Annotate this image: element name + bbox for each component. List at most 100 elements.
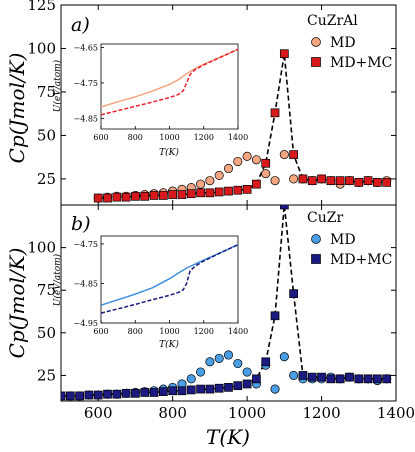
panel-a-inset-xtick-label: 1000 (159, 133, 179, 142)
panel-a-inset-ylabel: U(eV/atom) (52, 59, 63, 112)
panel-b-inset-xtick-label: 1200 (194, 327, 214, 336)
panel-a-plot-area (93, 49, 392, 203)
panel-a-mdmc-point (270, 108, 280, 118)
panel-b-mdmc-point (121, 388, 131, 398)
panel-b-mdmc-point (382, 374, 392, 384)
panel-b-mdmc-point (270, 311, 280, 321)
panel-a-inset-frame (100, 43, 239, 130)
panel-b-md-point (186, 374, 196, 384)
panel-a-mdmc-point (317, 174, 326, 184)
panel-b-mdmc-point (140, 388, 150, 397)
panel-a-md-point (205, 176, 215, 186)
panel-b-inset-xtick-label: 600 (93, 327, 108, 336)
panel-b-mdmc-point (335, 374, 345, 384)
panel-b-xtick-label: 600 (84, 404, 113, 422)
panel-b-mdmc-point (205, 384, 215, 394)
panel-a-mdmc-point (168, 190, 178, 199)
panel-a-mdmc-point (363, 176, 373, 186)
panel-a-inset-xlabel: T(K) (159, 147, 179, 158)
panel-a-legend-mdmc-marker (311, 57, 321, 67)
panel-a-label: a) (71, 14, 90, 36)
panel-b-md-point (279, 352, 289, 362)
panel-a-inset-xtick-label: 1400 (228, 133, 248, 142)
panel-b-xtick-label: 1400 (377, 404, 415, 422)
panel-a-mdmc-point (326, 176, 336, 186)
panel-a-data (93, 49, 392, 203)
panel-b-mdmc-point (373, 374, 382, 384)
panel-a-legend-md-label: MD (330, 35, 356, 51)
panel-b-mdmc-point (289, 289, 298, 298)
panel-b-mdmc-point (61, 391, 66, 401)
panel-b-mdmc-point (149, 388, 159, 397)
panel-b-md-point (214, 353, 224, 363)
panel-a-mdmc-point (261, 158, 271, 168)
panel-b-inset-xtick-label: 1000 (159, 327, 179, 336)
panel-b-plot-area (61, 205, 392, 401)
panel-b-legend: CuZr MD MD+MC (307, 210, 392, 268)
panel-a-mdmc-point (242, 184, 252, 194)
panel-a-mdmc-point (149, 191, 159, 200)
panel-a-mdmc-point (121, 192, 131, 202)
panel-a-md-point (261, 169, 271, 179)
panel-a-mdmc-point (289, 150, 298, 159)
panel-b-xtick-label: 1200 (302, 404, 340, 422)
panel-a-inset: 600 800 1000 1200 1400 −4.65 −4.75 −4.85 T(K) U… (52, 44, 248, 158)
panel-b-inset-xtick-label: 1400 (228, 327, 248, 336)
panel-a-inset-ticks: 600 800 1000 1200 1400 −4.65 −4.75 −4.85 (73, 44, 248, 142)
panel-a-mdmc-point (382, 178, 392, 187)
panel-b-mdmc-point (214, 383, 224, 393)
panel-a-mdmc-point (131, 191, 140, 201)
panel-a-md-point (233, 156, 243, 167)
panel-a-ytick-label: 100 (27, 39, 56, 57)
panel-b-mdmc-point (233, 381, 243, 391)
panel-b-ytick-label: 100 (27, 239, 56, 257)
panel-a-md-point (289, 174, 299, 184)
panel-b-mdmc-point (326, 374, 336, 384)
panel-b-frame (60, 204, 397, 402)
panel-a-mdmc-point (93, 193, 103, 203)
panel-a-legend-md-marker (311, 37, 321, 47)
panel-b-mdmc-point (242, 379, 252, 389)
panel-a-ytick-label: 50 (37, 126, 56, 144)
panel-b-md-point (270, 384, 280, 394)
panel-b-ytick-label: 25 (37, 366, 56, 384)
panel-b-md-point (289, 370, 299, 380)
panel-b-md-point (223, 350, 234, 360)
panel-a-mdmc-point (214, 187, 224, 197)
panel-b-xtick-label: 1000 (228, 404, 266, 422)
panel-a-inset-xtick-label: 800 (128, 133, 143, 142)
panel-b-mdmc-point (354, 374, 364, 384)
panel-b-inset-data (100, 244, 239, 314)
panel-b-legend-title: CuZr (307, 210, 343, 226)
panel-a-md-point (223, 163, 234, 174)
panel-b-legend-mdmc-marker (311, 254, 321, 264)
panel-b-mdmc-point (112, 389, 122, 399)
panel-b-mdmc-point (186, 385, 196, 395)
panel-a-mdmc-point (335, 176, 345, 186)
panel-b-md-point (205, 357, 215, 367)
panel-b-mdmc-point (345, 372, 354, 382)
panel-b-mdmc-point (103, 389, 112, 399)
panel-a-axis-ticks: 25 50 75 100 125 (27, 0, 397, 205)
panel-a-mdmc-point (373, 178, 382, 187)
panel-a-ytick-label: 75 (37, 83, 56, 101)
panel-a-mdmc-point (224, 186, 233, 196)
panel-a-mdmc-point (345, 176, 354, 186)
panel-a-inset-ytick-label: −4.75 (73, 79, 98, 88)
panel-b-mdmc-point (252, 374, 261, 384)
panel-a-mdmc-point (103, 193, 112, 203)
panel-b-cuzr: 25 50 75 100 600 800 1000 1200 1400 b) CuZr MD M… (27, 204, 415, 422)
panel-a-mdmc-point (354, 178, 364, 187)
panel-b-axis-ticks: 25 50 75 100 600 800 1000 1200 1400 (27, 205, 415, 422)
panel-a-inset-ytick-label: −4.85 (73, 114, 98, 123)
panel-b-inset-ylabel: U(eV/atom) (52, 253, 63, 306)
panel-b-inset-xtick-label: 800 (128, 327, 143, 336)
panel-b-ytick-label: 50 (37, 324, 56, 342)
panel-b-mdmc-point (307, 372, 317, 382)
panel-b-legend-md-marker (311, 234, 321, 244)
panel-a-md-point (270, 176, 280, 186)
panel-a-ytick-label: 125 (27, 0, 56, 14)
panel-b-mdmc-point (131, 388, 140, 398)
panel-a-mdmc-point (307, 176, 317, 186)
